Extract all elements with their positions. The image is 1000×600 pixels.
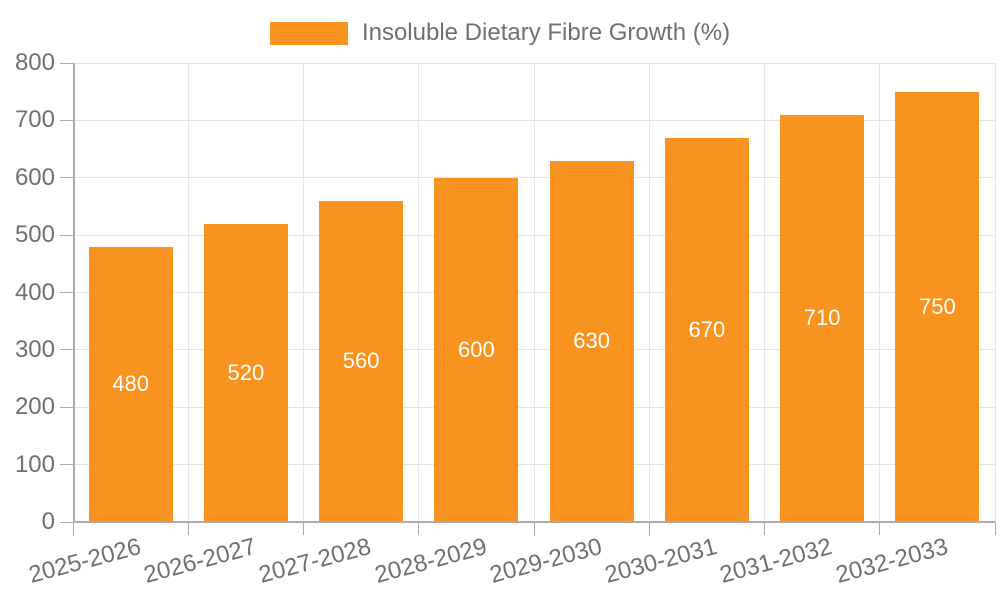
x-axis-tick [994,522,996,535]
y-axis-tick-label: 400 [14,278,55,306]
gridline-vertical [994,63,996,522]
y-axis-tick-label: 800 [14,49,55,76]
x-axis-category-label: 2029-2030 [486,533,605,589]
y-axis-tick [60,406,73,408]
bar-2025-2026[interactable]: 480 [88,246,173,522]
bar-2030-2031[interactable]: 670 [664,137,749,522]
legend-label: Insoluble Dietary Fibre Growth (%) [361,19,731,46]
y-axis-tick-label: 100 [14,450,55,478]
x-axis-category-label: 2025-2026 [25,533,144,589]
x-axis-category-label: 2028-2029 [371,533,490,589]
bar-2028-2029[interactable]: 600 [434,177,519,522]
bar-value-label: 520 [227,359,265,385]
legend-item[interactable]: Insoluble Dietary Fibre Growth (%) [0,18,1000,48]
x-axis-tick [187,522,189,535]
y-axis-tick-label: 300 [14,335,55,363]
y-axis-tick-label: 500 [14,221,55,249]
bar-value-label: 600 [458,336,495,362]
bar-value-label: 480 [112,371,149,397]
bar-value-label: 560 [342,348,380,374]
gridline-vertical [533,63,535,522]
bar-2026-2027[interactable]: 520 [203,223,288,522]
y-axis-tick [60,349,73,351]
x-axis-category-label: 2030-2031 [602,533,720,589]
gridline-vertical [879,63,881,522]
y-axis-tick [60,521,73,523]
x-axis-category-label: 2026-2027 [141,533,259,589]
bar-value-label: 670 [688,316,726,342]
legend-swatch-icon [269,21,348,45]
gridline-vertical [187,63,189,522]
gridline-vertical [303,63,304,522]
bar-value-label: 630 [573,328,610,354]
y-axis-line [73,63,75,522]
y-axis-tick [60,177,73,179]
x-axis-tick [418,522,420,535]
x-axis-tick [764,522,765,535]
bar-value-label: 710 [803,305,841,331]
x-axis-line [73,521,995,523]
y-axis-tick [60,464,73,466]
gridline-vertical [648,63,650,522]
bar-value-label: 750 [919,293,956,319]
x-axis-tick [72,522,74,535]
bar-2029-2030[interactable]: 630 [549,160,634,522]
x-axis-tick [303,522,304,535]
bar-2032-2033[interactable]: 750 [895,91,980,522]
x-axis-tick [533,522,535,535]
y-axis-tick-label: 700 [14,106,55,134]
x-axis-category-label: 2031-2032 [717,533,836,589]
y-axis-tick-label: 0 [41,508,55,535]
bar-2031-2032[interactable]: 710 [780,114,865,522]
gridline-vertical [418,63,420,522]
x-axis-category-label: 2032-2033 [832,533,951,589]
gridline-vertical [764,63,765,522]
y-axis-tick [60,62,73,64]
y-axis-tick [60,119,73,121]
x-axis-category-label: 2027-2028 [256,533,375,589]
y-axis-tick-label: 600 [14,163,55,191]
x-axis-tick [879,522,881,535]
y-axis-tick [60,234,73,236]
y-axis-tick-label: 200 [14,393,55,421]
x-axis-tick [648,522,650,535]
bar-2027-2028[interactable]: 560 [319,200,404,522]
plot-area: 0 100 200 300 400 500 600 700 800 480 2025-2026 520… [15,51,996,589]
y-axis-tick [60,292,73,293]
